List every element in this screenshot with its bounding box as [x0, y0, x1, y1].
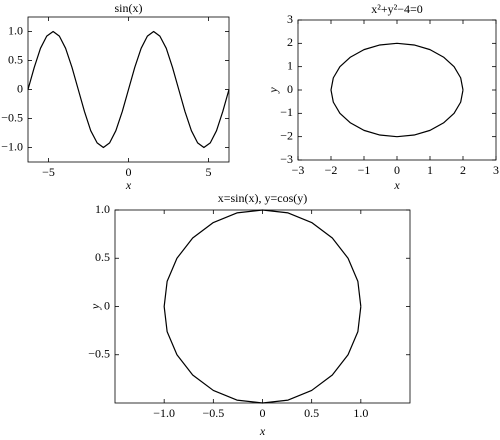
- y-tick-label: −0.5: [88, 347, 110, 361]
- chart-title: x²+y²−4=0: [371, 2, 423, 16]
- y-tick-label: 1: [287, 58, 293, 72]
- x-tick-label: 0: [394, 163, 400, 177]
- y-tick-label: 0.5: [8, 52, 23, 66]
- curve: [27, 30, 230, 149]
- y-tick-label: 0: [17, 81, 23, 95]
- x-tick-label: 2: [460, 163, 466, 177]
- curve: [163, 209, 362, 404]
- x-tick-label: 3: [493, 163, 499, 177]
- y-tick-label: −0.5: [1, 110, 23, 124]
- x-tick-label: 0: [126, 165, 132, 179]
- x-tick-label: −1: [358, 163, 371, 177]
- y-tick-label: 3: [287, 12, 293, 26]
- x-tick-label: −0.5: [202, 406, 224, 420]
- y-tick-label: 1.0: [95, 202, 110, 216]
- y-tick-label: 1.0: [8, 23, 23, 37]
- y-tick-label: 0.5: [95, 250, 110, 264]
- chart-title: sin(x): [115, 1, 143, 15]
- y-tick-label: −1: [280, 105, 293, 119]
- y-tick-label: 0: [104, 298, 110, 312]
- x-axis-label: x: [259, 424, 266, 438]
- x-axis-label: x: [125, 178, 132, 192]
- y-tick-label: 2: [287, 35, 293, 49]
- y-tick-label: 0: [287, 82, 293, 96]
- x-tick-label: −3: [292, 163, 305, 177]
- x-tick-label: 0.5: [304, 406, 319, 420]
- y-axis-label: y: [266, 87, 280, 94]
- y-tick-label: −3: [280, 152, 293, 166]
- x-tick-label: −1.0: [153, 406, 175, 420]
- y-tick-label: −2: [280, 128, 293, 142]
- x-tick-label: 1: [427, 163, 433, 177]
- y-tick-label: −1.0: [1, 139, 23, 153]
- x-tick-label: 0: [260, 406, 266, 420]
- x-axis-label: x: [393, 178, 400, 192]
- curve: [330, 42, 464, 138]
- plot-frame: [114, 209, 411, 404]
- x-tick-label: −2: [325, 163, 338, 177]
- x-tick-label: 1.0: [353, 406, 368, 420]
- plot-frame: [297, 19, 497, 161]
- chart-title: x=sin(x), y=cos(y): [218, 191, 308, 205]
- y-axis-label: y: [88, 303, 102, 310]
- x-tick-label: 5: [206, 165, 212, 179]
- x-tick-label: −5: [42, 165, 55, 179]
